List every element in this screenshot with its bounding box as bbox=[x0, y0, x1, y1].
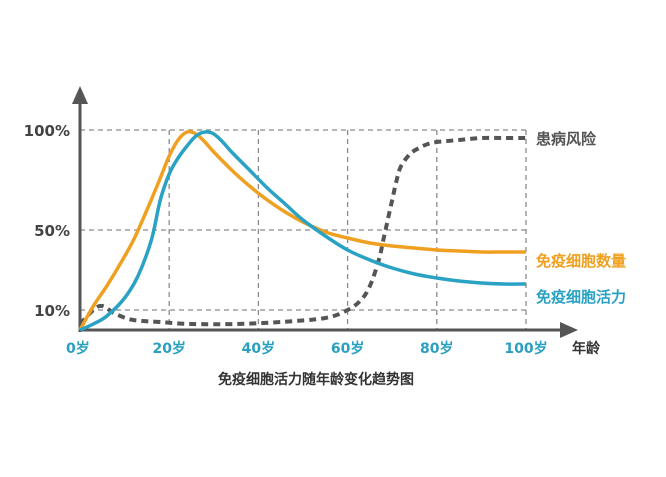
series-line-1 bbox=[78, 129, 526, 331]
x-tick-label-3: 60岁 bbox=[331, 340, 364, 357]
legend-entry-1: 免疫细胞数量 bbox=[536, 252, 626, 270]
series-layer bbox=[78, 129, 527, 332]
legend-entry-2: 免疫细胞活力 bbox=[536, 288, 626, 306]
series-line-2 bbox=[79, 130, 527, 332]
x-tick-label-2: 40岁 bbox=[242, 340, 275, 357]
y-tick-label-1: 50% bbox=[34, 222, 70, 240]
x-tick-label-4: 80岁 bbox=[420, 340, 453, 357]
y-tick-label-2: 10% bbox=[34, 302, 70, 320]
y-axis-arrow bbox=[72, 86, 88, 104]
grid-lines bbox=[80, 129, 527, 330]
x-axis-arrow bbox=[560, 322, 578, 338]
axes bbox=[72, 86, 578, 338]
tick-labels: 100% 50% 10% 0岁 20岁 40岁 60岁 80岁 100岁 bbox=[24, 122, 548, 357]
x-axis-label: 年龄 bbox=[572, 340, 601, 357]
x-tick-label-5: 100岁 bbox=[504, 340, 547, 357]
x-tick-label-1: 20岁 bbox=[152, 340, 185, 357]
legend-entry-0: 患病风险 bbox=[536, 130, 597, 148]
x-tick-label-0: 0岁 bbox=[66, 340, 90, 357]
series-line-0 bbox=[78, 135, 526, 327]
chart-caption: 免疫细胞活力随年龄变化趋势图 bbox=[218, 371, 414, 388]
y-tick-label-0: 100% bbox=[24, 122, 70, 140]
